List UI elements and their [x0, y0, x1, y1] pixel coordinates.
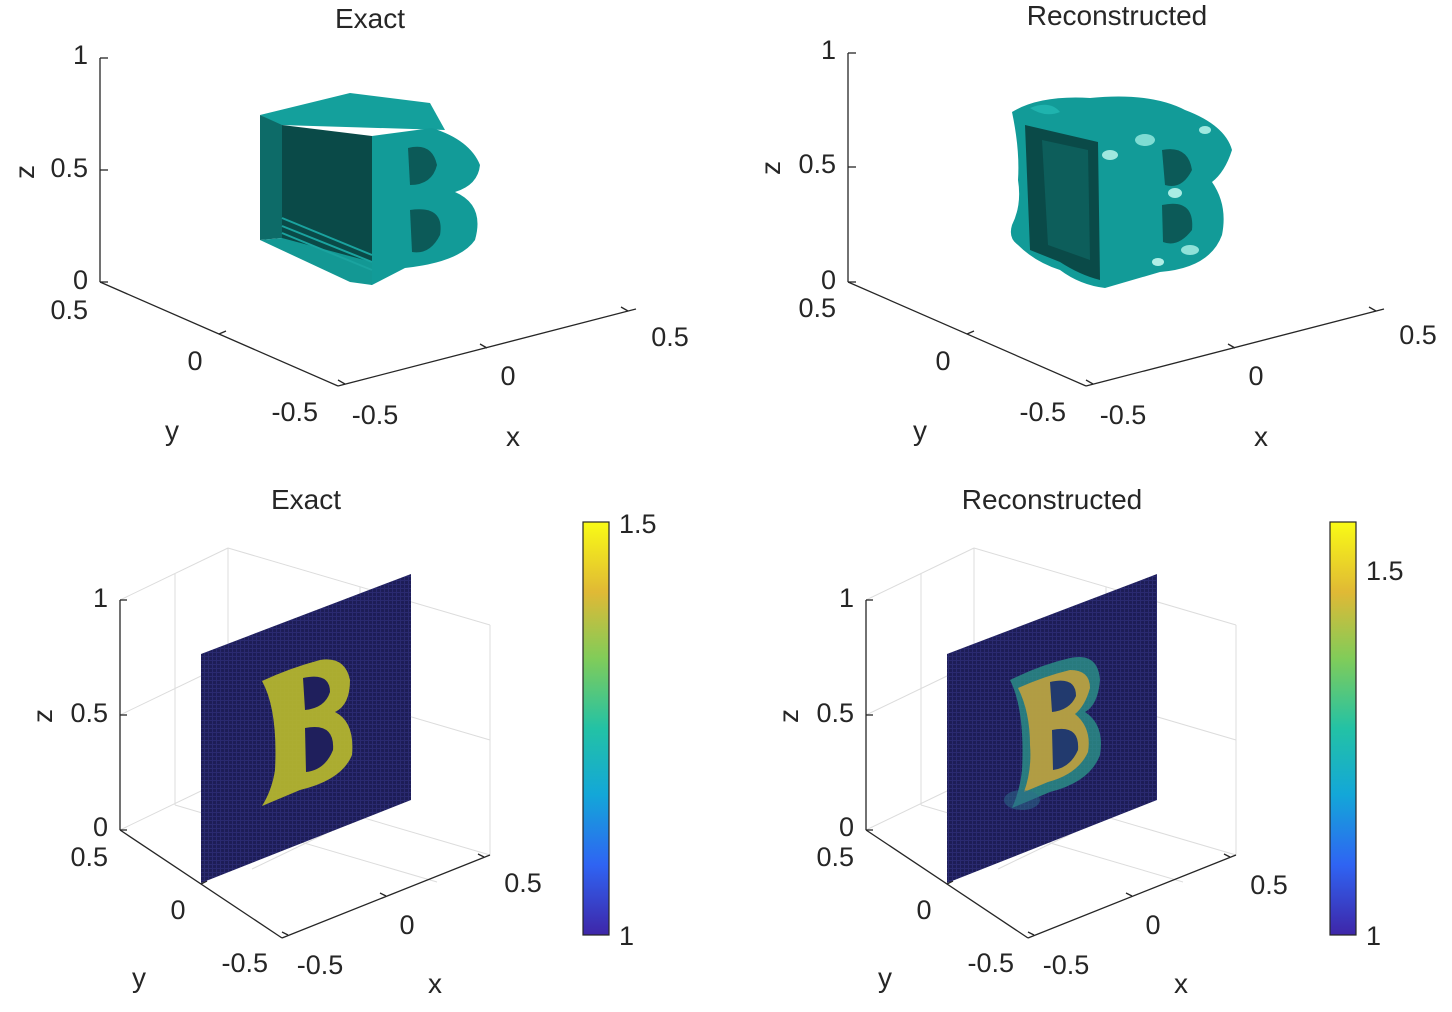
z-tick-1: 1 — [821, 35, 836, 65]
z-tick-0_5: 0.5 — [70, 698, 108, 728]
z-tick-0: 0 — [93, 812, 108, 842]
x-tick-0: 0 — [500, 361, 515, 391]
panel-title: Reconstructed — [1027, 0, 1208, 31]
panel-title: Exact — [271, 484, 341, 515]
x-tick-0: 0 — [399, 910, 414, 940]
z-tick-0_5: 0.5 — [816, 698, 854, 728]
x-tick-0_5: 0.5 — [651, 322, 689, 352]
x-axis-label: x — [428, 968, 442, 999]
y-axis-label: y — [165, 415, 179, 446]
y-tick-neg0_5: -0.5 — [967, 948, 1014, 978]
colorbar-tick-min: 1 — [1366, 921, 1381, 951]
x-tick-0: 0 — [1145, 910, 1160, 940]
z-tick-0: 0 — [73, 265, 88, 295]
y-tick-0_5: 0.5 — [70, 842, 108, 872]
panel-reconstructed-3d: Reconstructed 1 0.5 0 0.5 0 -0.5 -0.5 0 … — [755, 0, 1437, 452]
z-tick-1: 1 — [839, 583, 854, 613]
tick-marks — [120, 599, 485, 936]
y-tick-neg0_5: -0.5 — [1019, 397, 1066, 427]
isosurface-reconstructed — [1010, 96, 1232, 288]
z-axis-label: z — [773, 709, 804, 723]
colorbar-reconstructed: 1.5 1 — [1329, 521, 1404, 951]
y-tick-0_5: 0.5 — [50, 295, 88, 325]
y-tick-neg0_5: -0.5 — [271, 397, 318, 427]
slice-plane-reconstructed — [947, 574, 1157, 883]
x-tick-neg0_5: -0.5 — [1100, 400, 1147, 430]
panel-reconstructed-slice: Reconstructed — [773, 484, 1404, 999]
y-tick-0_5: 0.5 — [798, 293, 836, 323]
z-tick-0: 0 — [839, 812, 854, 842]
x-axis-label: x — [506, 421, 520, 452]
x-tick-0: 0 — [1248, 361, 1263, 391]
x-tick-0_5: 0.5 — [504, 868, 542, 898]
y-axis-label: y — [132, 962, 146, 993]
y-tick-0: 0 — [916, 895, 931, 925]
panel-exact-3d: Exact 1 0.5 0 0.5 0 -0.5 -0.5 0 0.5 z y … — [9, 3, 689, 452]
z-tick-0_5: 0.5 — [50, 153, 88, 183]
y-tick-0: 0 — [170, 895, 185, 925]
z-axis-label: z — [755, 161, 786, 175]
colorbar — [1329, 521, 1357, 936]
z-tick-1: 1 — [93, 583, 108, 613]
colorbar-tick-min: 1 — [619, 921, 634, 951]
y-tick-neg0_5: -0.5 — [221, 948, 268, 978]
z-tick-0: 0 — [821, 265, 836, 295]
z-axis-label: z — [9, 165, 40, 179]
y-tick-0_5: 0.5 — [816, 842, 854, 872]
tick-marks — [848, 52, 1377, 385]
colorbar-tick-max: 1.5 — [619, 509, 657, 539]
tick-marks — [866, 599, 1231, 936]
x-tick-neg0_5: -0.5 — [297, 950, 344, 980]
x-axis-label: x — [1174, 968, 1188, 999]
y-tick-0: 0 — [187, 346, 202, 376]
colorbar-tick-1_5: 1.5 — [1366, 556, 1404, 586]
isosurface-exact — [260, 93, 480, 285]
colorbar — [582, 521, 610, 936]
panel-title: Reconstructed — [962, 484, 1143, 515]
colorbar-exact: 1.5 1 — [582, 509, 657, 951]
slice-plane-exact — [201, 574, 411, 883]
z-tick-0_5: 0.5 — [798, 149, 836, 179]
z-axis-label: z — [27, 709, 58, 723]
x-tick-0_5: 0.5 — [1250, 870, 1288, 900]
panel-title: Exact — [335, 3, 405, 34]
y-tick-0: 0 — [935, 346, 950, 376]
y-axis-label: y — [878, 962, 892, 993]
y-axis-label: y — [913, 415, 927, 446]
x-tick-neg0_5: -0.5 — [352, 400, 399, 430]
x-axis-label: x — [1254, 421, 1268, 452]
panel-exact-slice: Exact 1 — [27, 484, 657, 999]
z-tick-1: 1 — [73, 40, 88, 70]
x-tick-neg0_5: -0.5 — [1043, 950, 1090, 980]
tick-marks — [100, 57, 629, 385]
x-tick-0_5: 0.5 — [1399, 320, 1437, 350]
